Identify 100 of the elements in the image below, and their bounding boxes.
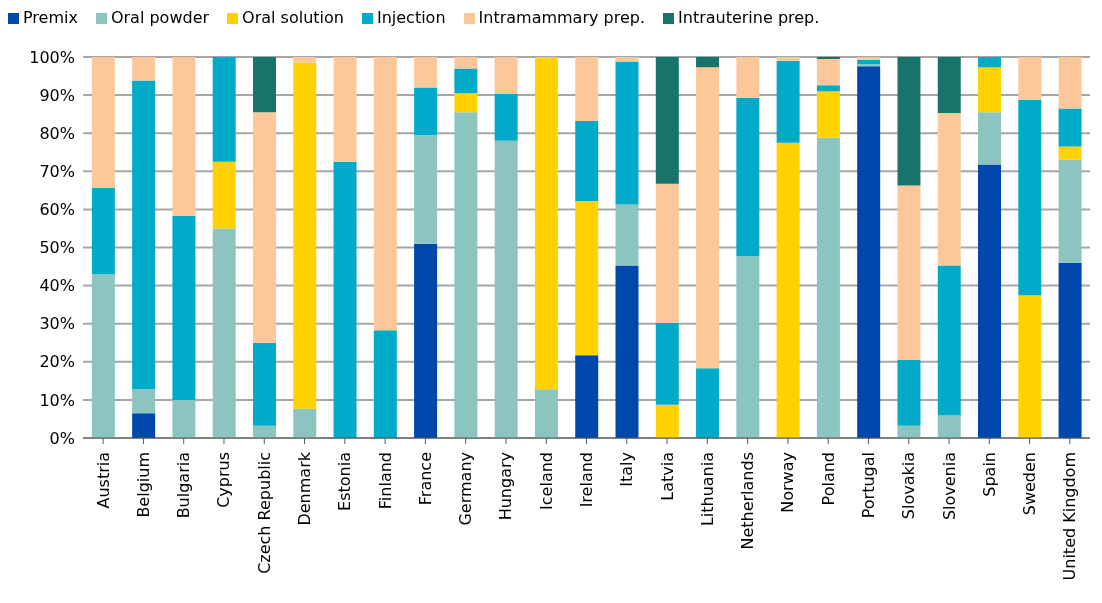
- y-tick-label: 60%: [39, 200, 75, 220]
- y-tick-label: 10%: [39, 390, 75, 410]
- bar: [1058, 159, 1082, 263]
- bar: [1018, 295, 1042, 438]
- bar: [736, 97, 760, 256]
- bar: [494, 93, 518, 141]
- bar: [1018, 99, 1042, 296]
- bar: [736, 57, 760, 98]
- x-tick-label: Estonia: [335, 452, 355, 511]
- bar: [534, 389, 558, 438]
- bar: [978, 67, 1002, 113]
- bar: [252, 425, 276, 438]
- bar: [212, 161, 236, 229]
- bar: [736, 255, 760, 438]
- bar: [937, 113, 961, 266]
- bar: [252, 342, 276, 426]
- bar: [937, 265, 961, 416]
- bar: [293, 408, 317, 438]
- y-tick-label: 90%: [39, 85, 75, 105]
- bar: [494, 140, 518, 438]
- bar: [333, 57, 357, 162]
- x-tick-label: Norway: [778, 452, 798, 513]
- bar: [91, 274, 115, 438]
- x-tick-label: France: [415, 452, 435, 506]
- bar: [454, 93, 478, 113]
- bar: [333, 161, 357, 438]
- bar: [655, 183, 679, 323]
- x-tick-label: Spain: [979, 452, 999, 497]
- bar: [132, 389, 156, 414]
- bar: [575, 355, 599, 438]
- bar: [132, 57, 156, 81]
- bar: [1058, 146, 1082, 160]
- x-tick-label: Hungary: [496, 452, 516, 521]
- y-tick-label: 70%: [39, 161, 75, 181]
- y-tick-label: 40%: [39, 276, 75, 296]
- bar: [615, 204, 639, 266]
- bar: [897, 359, 921, 426]
- bar: [414, 87, 438, 136]
- bar: [373, 330, 397, 438]
- legend-label: Intramammary prep.: [478, 8, 646, 27]
- x-tick-label: Slovenia: [939, 452, 959, 521]
- bar: [575, 121, 599, 202]
- x-tick-label: Latvia: [657, 452, 677, 501]
- x-tick-label: United Kingdom: [1060, 452, 1080, 581]
- bar: [1058, 57, 1082, 109]
- bar: [1018, 57, 1042, 100]
- y-tick-label: 20%: [39, 352, 75, 372]
- bar: [655, 57, 679, 184]
- x-tick-label: Lithuania: [697, 452, 717, 527]
- bar: [494, 57, 518, 94]
- bar: [897, 425, 921, 438]
- y-tick-label: 30%: [39, 314, 75, 334]
- bar: [293, 62, 317, 409]
- x-tick-label: Iceland: [536, 452, 556, 510]
- x-tick-label: Belgium: [133, 452, 153, 518]
- x-tick-label: Poland: [818, 452, 838, 506]
- bar: [615, 265, 639, 438]
- bar: [534, 57, 558, 390]
- bar: [252, 57, 276, 113]
- bar: [132, 80, 156, 390]
- x-tick-label: Bulgaria: [174, 452, 194, 519]
- bar: [454, 112, 478, 438]
- bar: [897, 185, 921, 360]
- bar: [937, 57, 961, 114]
- bar: [454, 68, 478, 94]
- bar: [172, 215, 196, 400]
- bar: [978, 112, 1002, 165]
- y-tick-label: 100%: [29, 47, 75, 67]
- x-tick-label: Italy: [617, 452, 637, 487]
- bar: [414, 135, 438, 244]
- bar: [816, 91, 840, 138]
- bar: [816, 137, 840, 438]
- bar: [937, 415, 961, 438]
- bar: [615, 61, 639, 205]
- legend-label: Oral powder: [110, 8, 210, 27]
- bar: [776, 60, 800, 143]
- bar: [655, 404, 679, 438]
- bar: [696, 368, 720, 438]
- bar: [978, 164, 1002, 438]
- bar: [776, 57, 800, 61]
- x-tick-label: Sweden: [1020, 452, 1040, 516]
- x-tick-label: Austria: [93, 452, 113, 509]
- x-tick-label: Finland: [375, 452, 395, 510]
- bar: [414, 243, 438, 438]
- bar: [655, 322, 679, 405]
- x-tick-label: Netherlands: [738, 452, 758, 550]
- bar: [132, 413, 156, 438]
- bar: [816, 85, 840, 92]
- bar: [91, 187, 115, 275]
- bar: [575, 201, 599, 356]
- legend-label: Intrauterine prep.: [678, 8, 820, 27]
- bar: [212, 228, 236, 438]
- x-tick-label: Ireland: [577, 452, 596, 508]
- y-tick-label: 0%: [49, 428, 75, 448]
- bar: [696, 57, 720, 68]
- bar: [454, 57, 478, 69]
- bar: [696, 67, 720, 369]
- x-tick-label: Czech Republic: [254, 452, 274, 574]
- x-tick-label: Germany: [456, 452, 476, 526]
- bar: [172, 399, 196, 438]
